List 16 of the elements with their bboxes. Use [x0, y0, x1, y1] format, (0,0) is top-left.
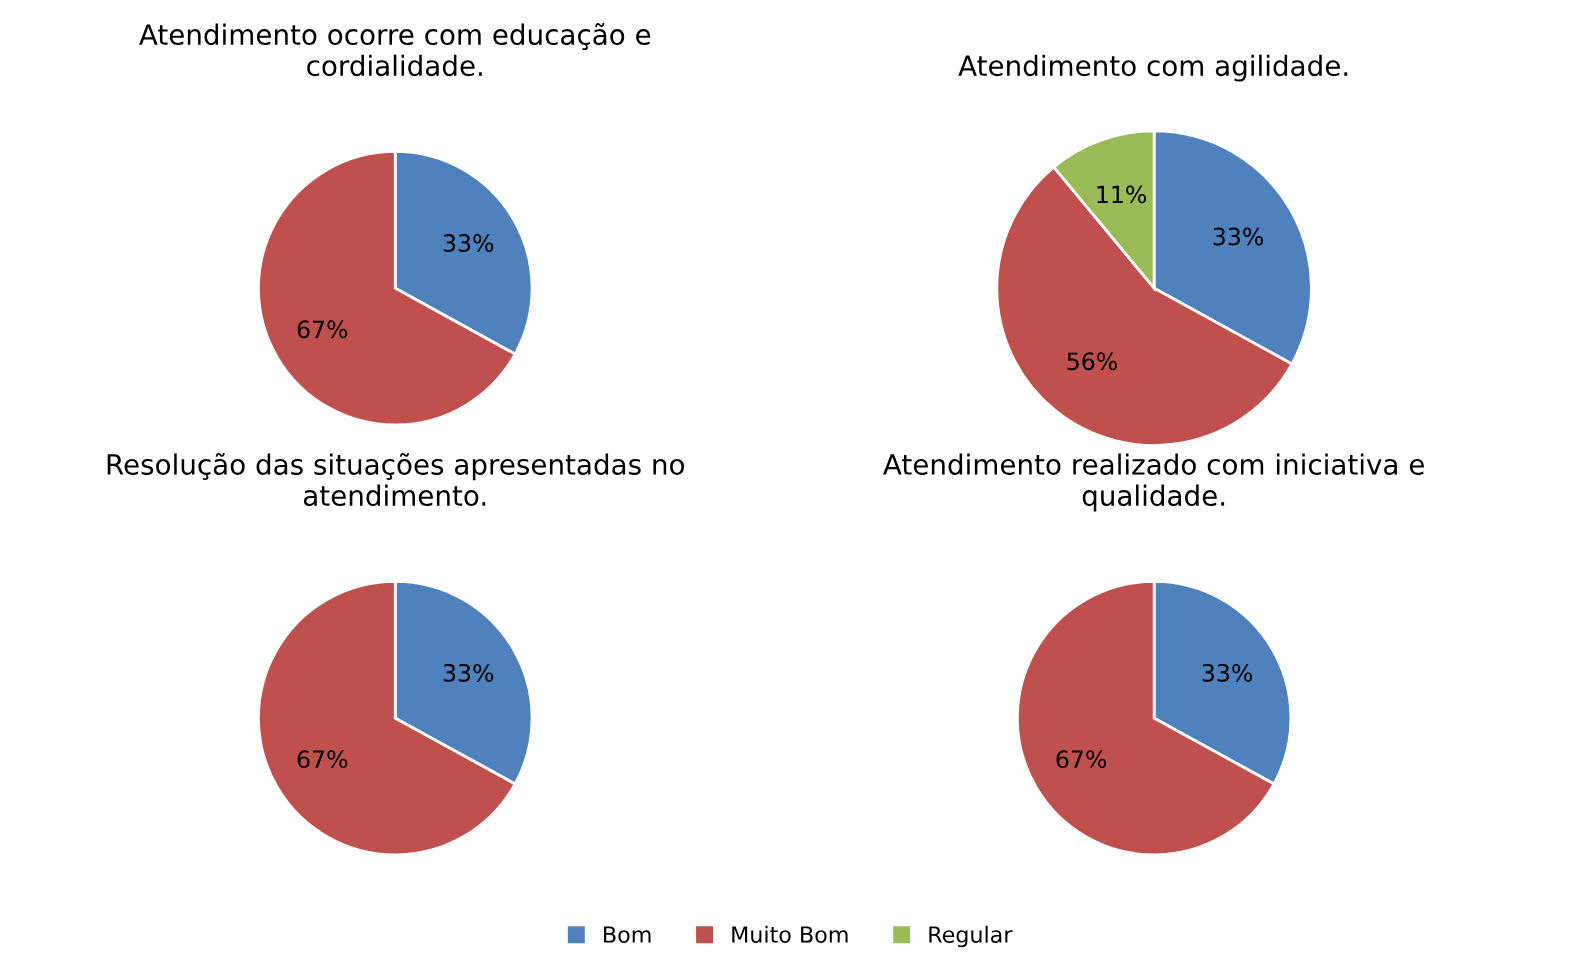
data-label: 11%	[1097, 185, 1147, 204]
chart-title: Atendimento realizado com iniciativa e qualidade.	[883, 453, 1424, 512]
data-label: 56%	[1067, 352, 1117, 371]
data-label: 33%	[1202, 663, 1253, 682]
data-label: 33%	[443, 663, 494, 682]
legend-label: Muito Bom	[732, 925, 848, 943]
data-label: 67%	[297, 750, 348, 769]
chart-title: Atendimento ocorre com educação e cordialidade.	[139, 23, 651, 77]
legend-label: Regular	[929, 925, 1013, 948]
legend-label: Bom	[604, 926, 651, 943]
data-label: 33%	[1213, 227, 1264, 246]
chart-title: Atendimento com agilidade.	[958, 54, 1348, 82]
chart-title: Resolução das situações apresentadas no atendimento.	[107, 452, 685, 507]
data-label: 33%	[443, 234, 494, 252]
data-label: 67%	[1056, 750, 1107, 769]
data-label: 67%	[297, 320, 348, 339]
